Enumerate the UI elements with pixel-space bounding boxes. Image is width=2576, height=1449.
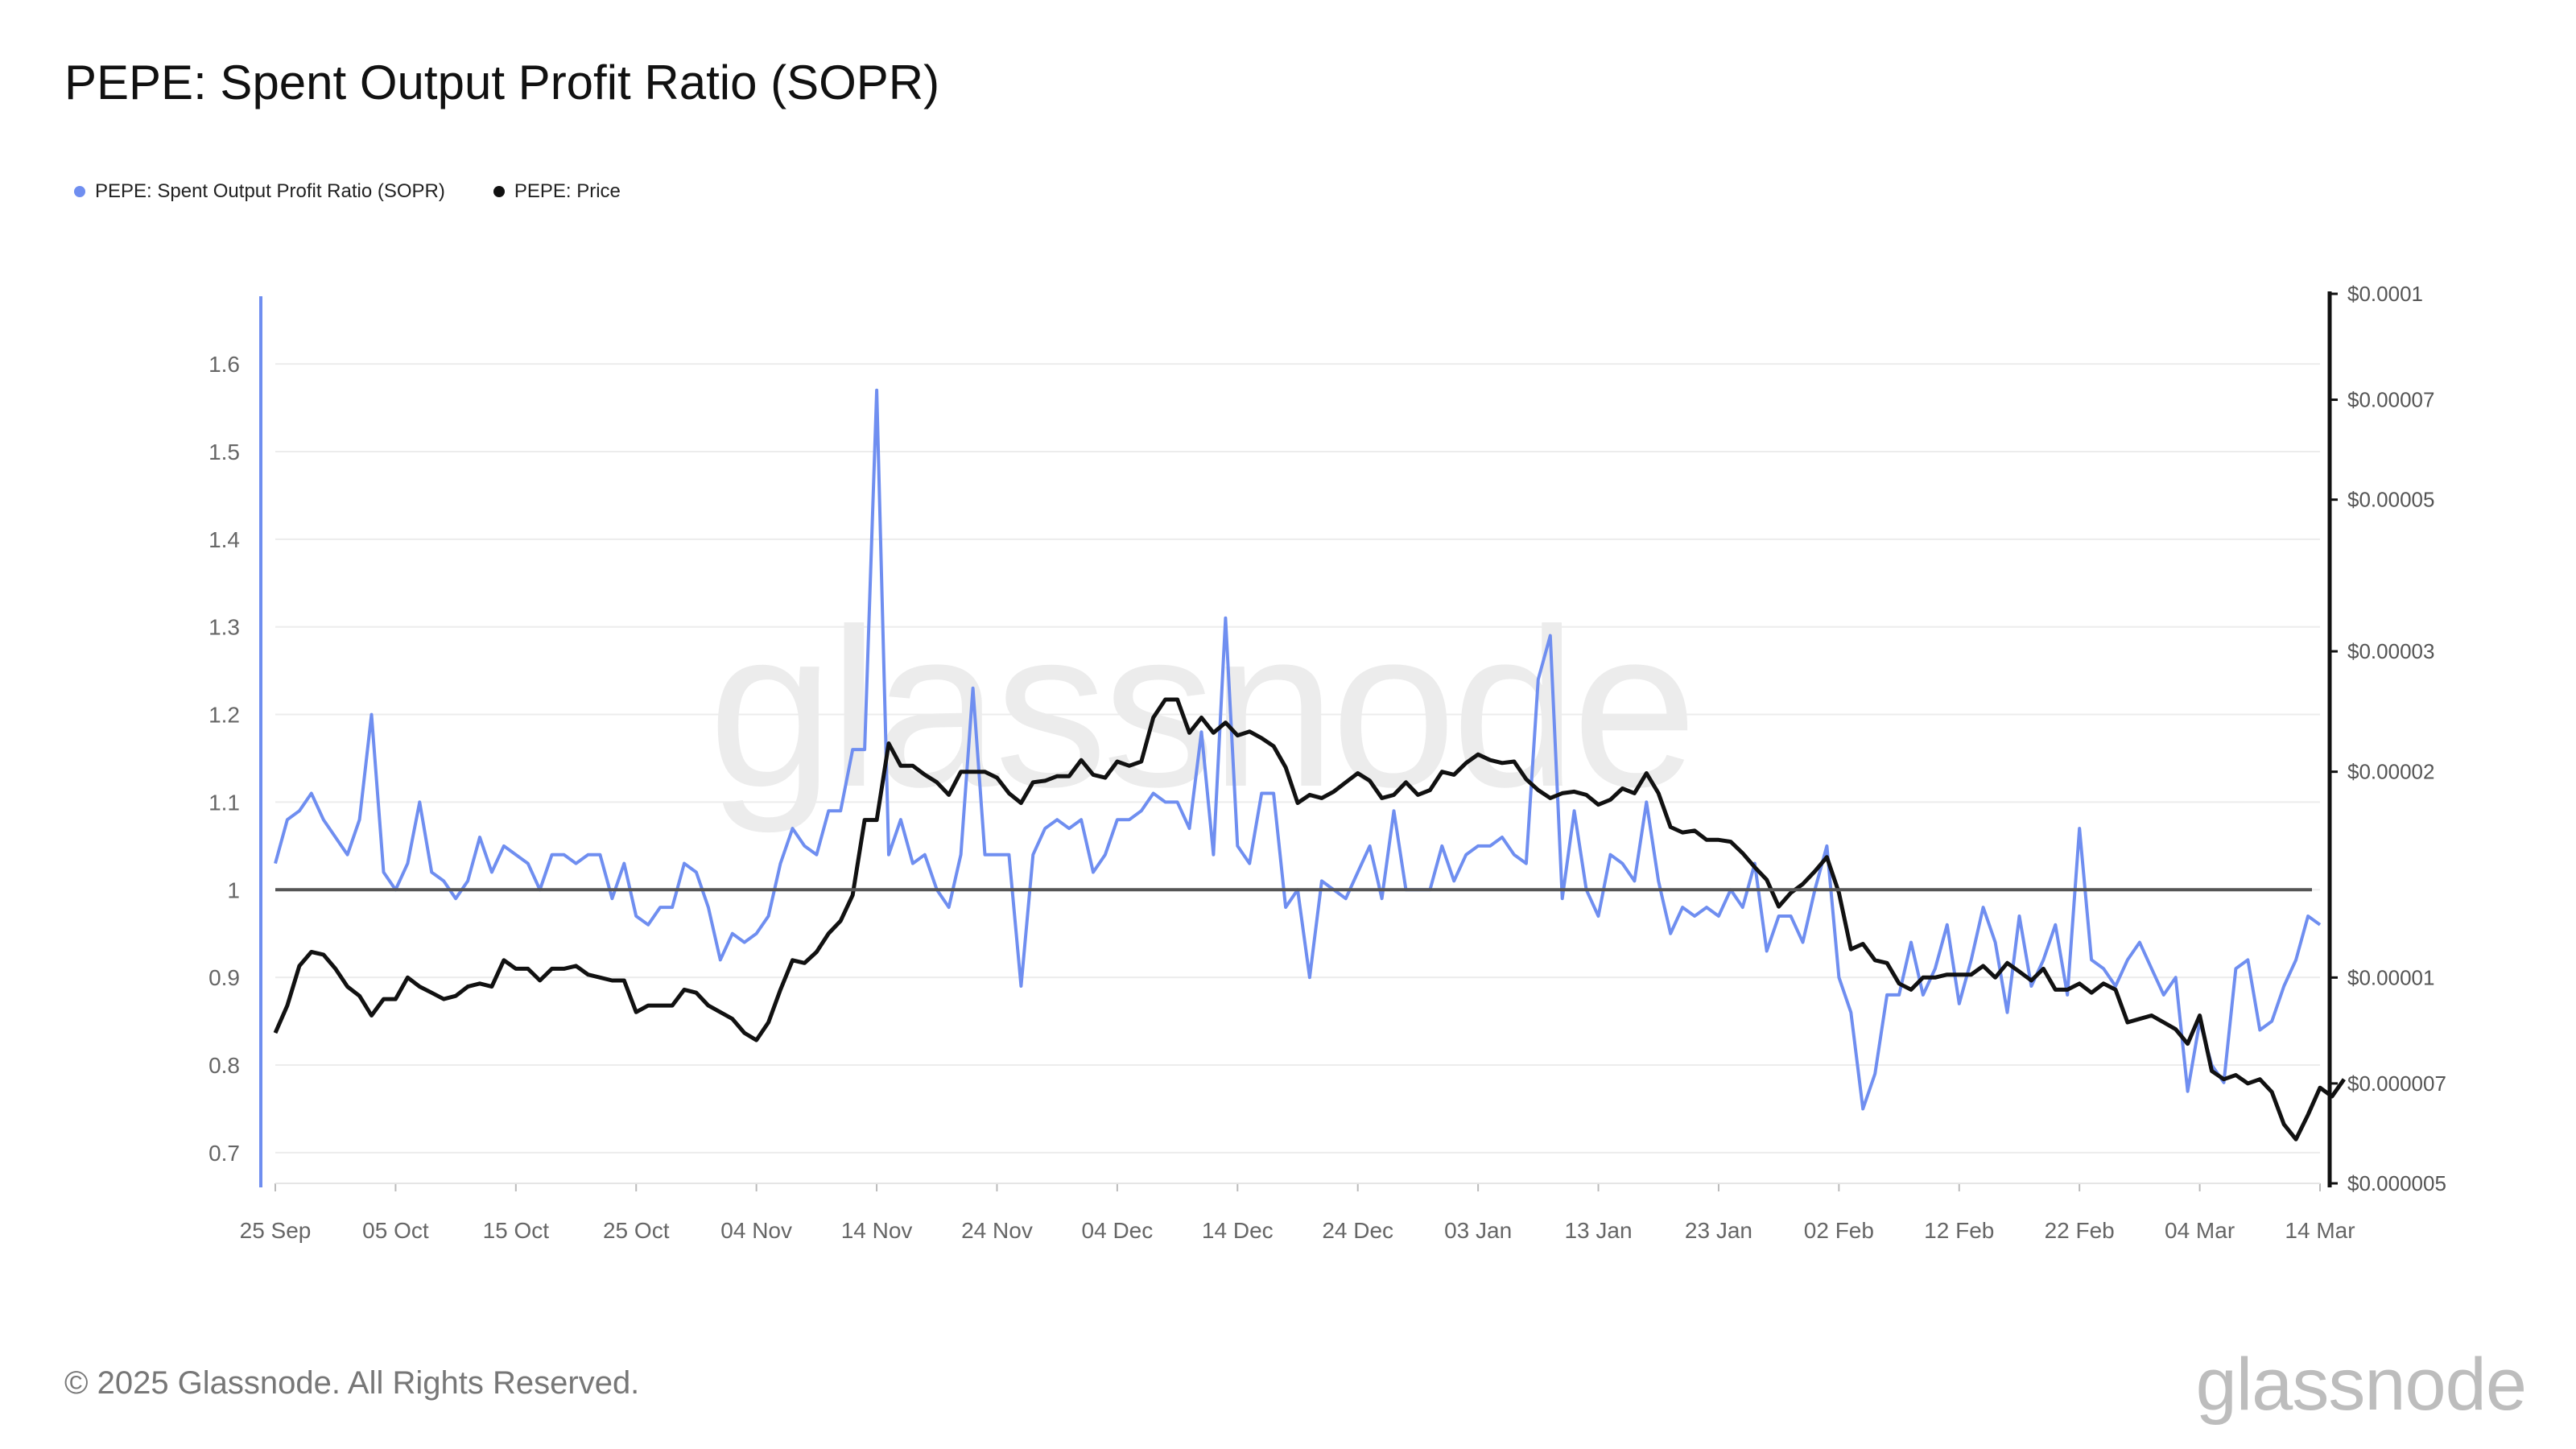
y-left-tick-label: 1.6: [208, 352, 240, 377]
x-tick-label: 25 Sep: [240, 1218, 312, 1243]
chart-title: PEPE: Spent Output Profit Ratio (SOPR): [64, 56, 940, 109]
x-tick-label: 13 Jan: [1564, 1218, 1632, 1243]
x-tick-label: 15 Oct: [483, 1218, 550, 1243]
legend: PEPE: Spent Output Profit Ratio (SOPR) P…: [74, 180, 621, 203]
x-tick-label: 03 Jan: [1444, 1218, 1512, 1243]
y-right-tick-label: $0.00007: [2347, 388, 2434, 412]
y-right-tick-label: $0.00001: [2347, 965, 2434, 989]
series-line-sopr: [274, 388, 2322, 1111]
y-left-tick-label: 1.2: [208, 703, 240, 728]
y-left-tick-label: 0.7: [208, 1141, 240, 1166]
y-left-tick-label: 1: [227, 877, 240, 902]
y-right-tick-label: $0.000005: [2347, 1171, 2446, 1195]
y-left-tick-label: 1.5: [208, 440, 240, 464]
legend-item-price[interactable]: PEPE: Price: [493, 180, 621, 203]
x-tick-label: 04 Nov: [720, 1218, 792, 1243]
x-tick-label: 14 Dec: [1202, 1218, 1274, 1243]
y-right-tick-label: $0.0001: [2347, 282, 2423, 306]
x-tick-label: 24 Nov: [961, 1218, 1033, 1243]
y-left-tick-label: 1.3: [208, 615, 240, 640]
x-tick-label: 04 Mar: [2165, 1218, 2235, 1243]
y-left-tick-label: 0.8: [208, 1053, 240, 1078]
legend-dot-sopr: [74, 186, 85, 197]
series-line-price: [273, 697, 2346, 1141]
brand-logo: glassnode: [2195, 1344, 2527, 1426]
y-right-tick-label: $0.00003: [2347, 639, 2434, 663]
y-left-tick-label: 1.4: [208, 527, 240, 552]
y-right-tick-label: $0.000007: [2347, 1071, 2446, 1096]
x-tick-label: 23 Jan: [1685, 1218, 1752, 1243]
x-tick-label: 12 Feb: [1924, 1218, 1994, 1243]
x-tick-label: 25 Oct: [603, 1218, 670, 1243]
y-left-tick-label: 1.1: [208, 790, 240, 815]
y-right-tick-label: $0.00005: [2347, 488, 2434, 512]
x-tick-label: 04 Dec: [1082, 1218, 1154, 1243]
y-right-tick-label: $0.00002: [2347, 760, 2434, 784]
x-tick-label: 24 Dec: [1322, 1218, 1393, 1243]
x-tick-label: 02 Feb: [1804, 1218, 1874, 1243]
x-tick-label: 22 Feb: [2045, 1218, 2115, 1243]
legend-item-sopr[interactable]: PEPE: Spent Output Profit Ratio (SOPR): [74, 180, 445, 203]
legend-label-price: PEPE: Price: [514, 180, 621, 202]
legend-dot-price: [493, 186, 505, 197]
x-tick-label: 14 Mar: [2285, 1218, 2355, 1243]
x-tick-label: 14 Nov: [841, 1218, 913, 1243]
x-tick-label: 05 Oct: [362, 1218, 429, 1243]
copyright: © 2025 Glassnode. All Rights Reserved.: [64, 1365, 640, 1401]
y-left-tick-label: 0.9: [208, 965, 240, 990]
watermark: glassnode: [708, 583, 1698, 834]
legend-label-sopr: PEPE: Spent Output Profit Ratio (SOPR): [95, 180, 445, 202]
